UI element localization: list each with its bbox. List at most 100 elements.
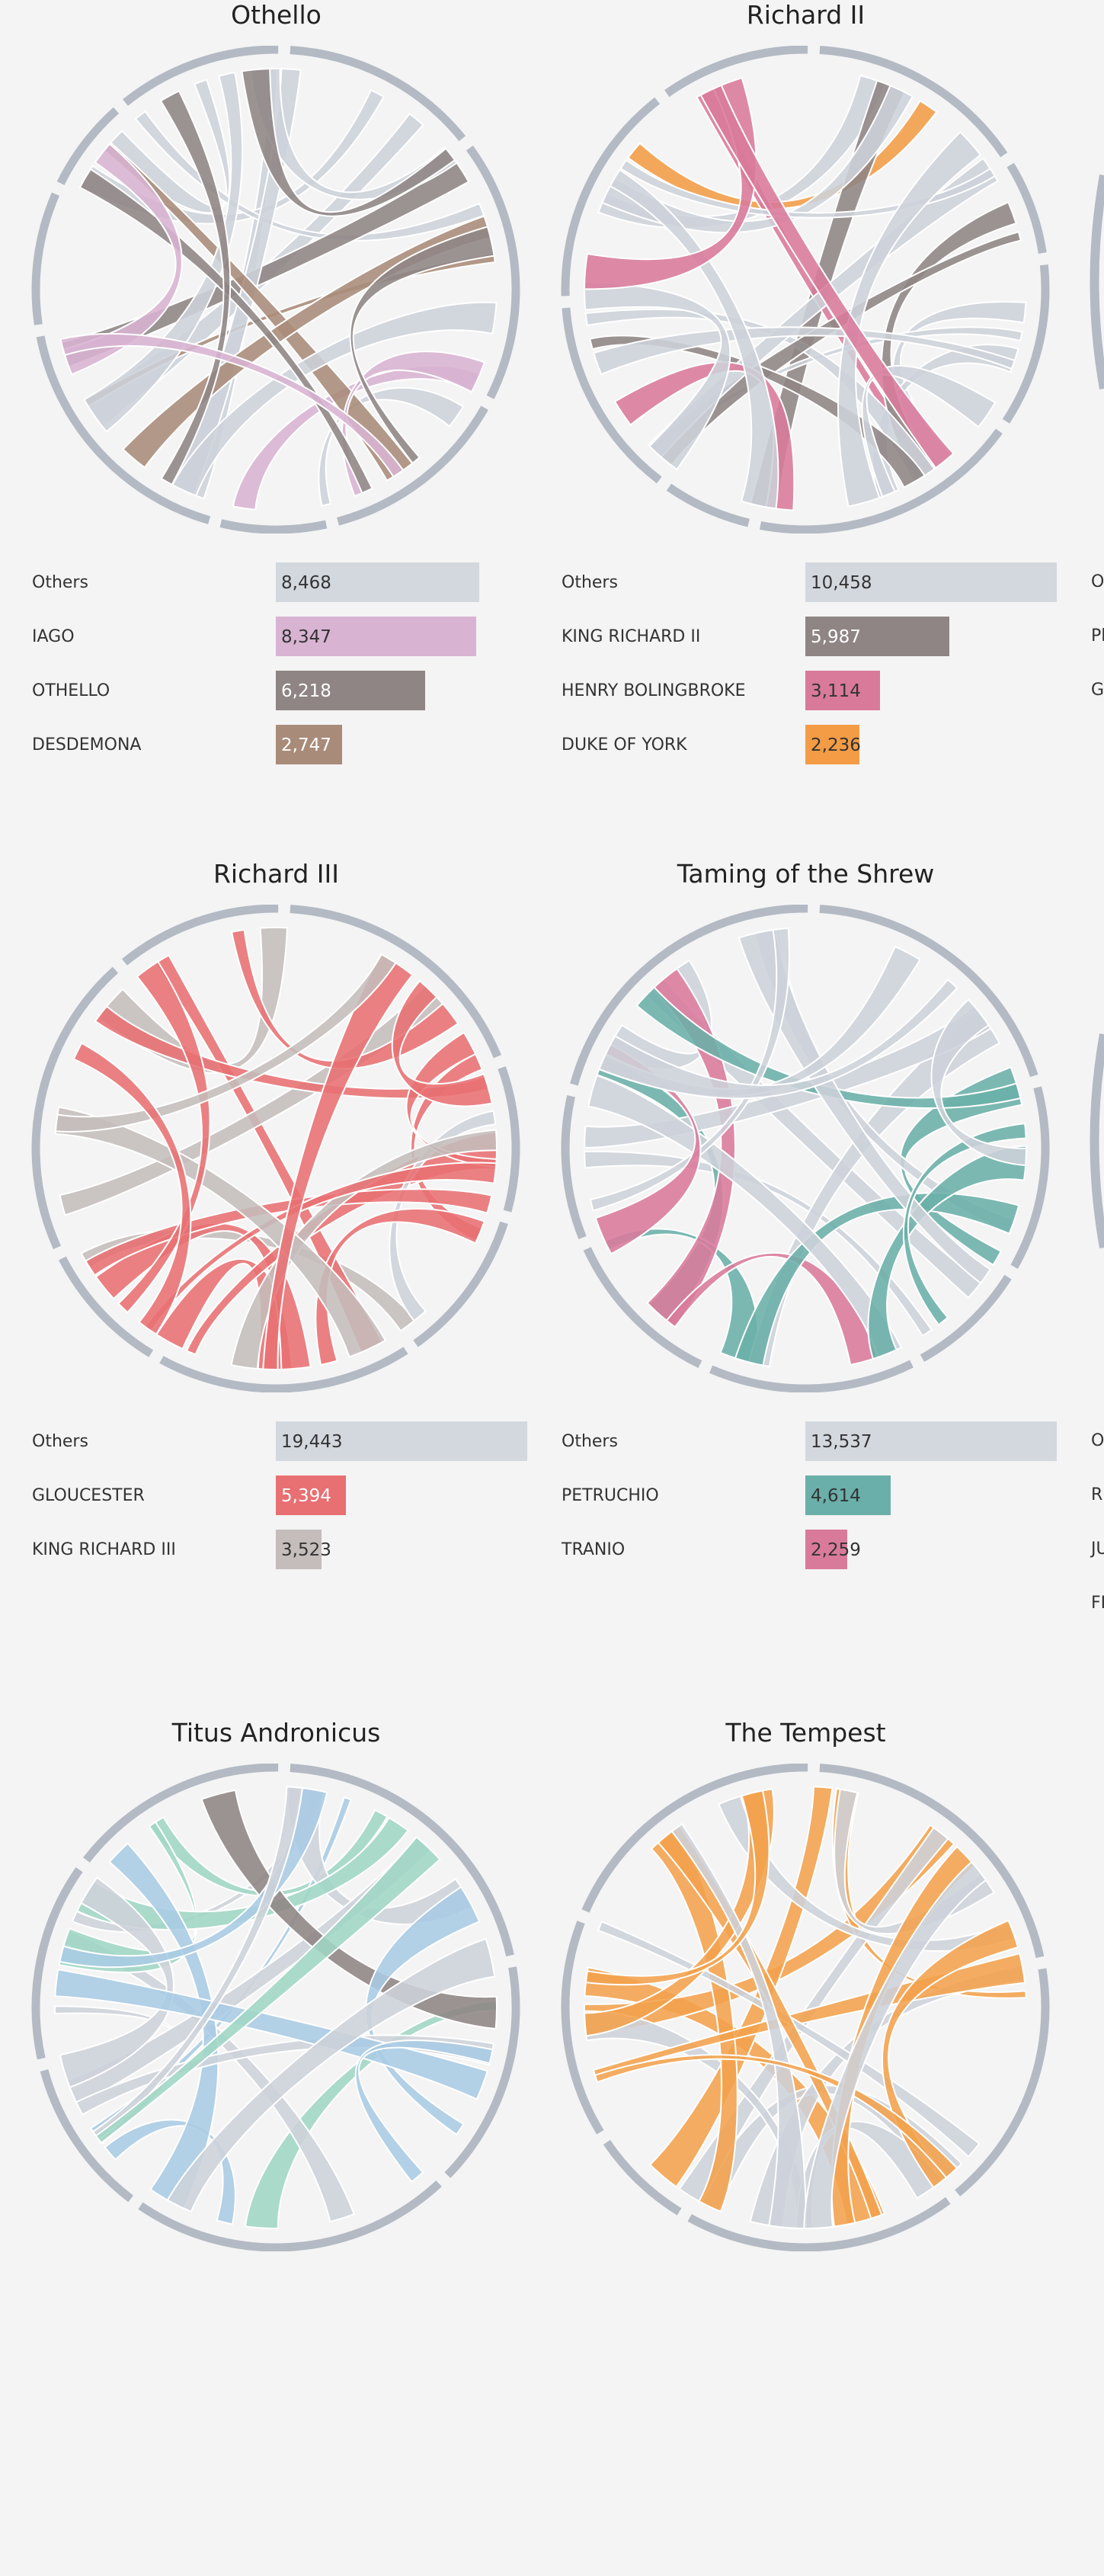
outer-arc-segment [570, 905, 808, 1086]
outer-arc-segment [36, 335, 211, 524]
chord-ribbon [117, 960, 211, 1314]
bar [805, 1475, 891, 1515]
edge-label: O [1091, 1431, 1104, 1450]
bar [805, 725, 859, 764]
panel-the-tempest: The Tempest [530, 1718, 1082, 2576]
chord-diagram [31, 1764, 520, 2251]
bar-value-label: 2,747 [281, 735, 331, 755]
bar-row: DESDEMONA 2,747 [32, 725, 535, 766]
bar-value-label: 8,347 [281, 627, 331, 647]
bar-label: Others [562, 573, 618, 592]
bar-value-label: 13,537 [811, 1432, 872, 1452]
outer-arc-segment [290, 1764, 514, 1956]
outer-arc-segment [1010, 1086, 1050, 1269]
bar-value-label: 19,443 [281, 1432, 343, 1452]
outer-arc-segment [1006, 162, 1047, 254]
chart-title: Richard III [213, 859, 339, 889]
panel-taming-of-the-shrew: Taming of the Shrew Others 13,537 PETRUCHI… [530, 859, 1082, 1717]
chord-ribbon [62, 143, 183, 376]
edge-chord-arc [1090, 1033, 1104, 1249]
bar [276, 1530, 322, 1569]
chord-ribbon [315, 1208, 486, 1366]
chord-ribbon [249, 68, 458, 200]
bar-value-label: 8,468 [281, 573, 331, 593]
bar-label: DESDEMONA [32, 735, 142, 755]
outer-arc-segment [413, 1221, 508, 1347]
outer-arc-segment [337, 405, 488, 526]
bar-label: Others [562, 1432, 618, 1451]
chord-ribbon [734, 1192, 1020, 1366]
panel-richard-ii: Richard II Others 10,458 KING RICHARD II 5,… [530, 0, 1082, 858]
chord-ribbon [59, 1876, 174, 2089]
chord-ribbon [262, 953, 414, 1370]
bar-label: HENRY BOLINGBROKE [562, 681, 746, 700]
chord-ribbon [82, 71, 243, 433]
chord-ribbon [589, 927, 790, 1212]
chord-ribbon [159, 89, 232, 486]
bar [276, 562, 480, 602]
chord-ribbon [598, 978, 958, 1100]
bar [276, 617, 477, 656]
bar [805, 1530, 848, 1569]
chord-ribbon [349, 226, 495, 465]
bar-row: TRANIO 2,259 [562, 1530, 1064, 1571]
edge-label: O [1091, 572, 1104, 591]
bar-value-label: 2,236 [811, 735, 861, 755]
outer-arc-segment [561, 97, 661, 296]
chart-title: Othello [231, 0, 322, 30]
outer-arc-segment [290, 905, 502, 1059]
bar [805, 562, 1057, 602]
chord-ribbon [78, 168, 373, 495]
chord-ribbon [619, 159, 997, 219]
chord-ribbon [930, 998, 1028, 1167]
bar-value-label: 6,218 [281, 681, 331, 701]
panel-titus-andronicus: Titus Andronicus [0, 1718, 552, 2576]
bar-value-label: 5,394 [281, 1486, 331, 1506]
edge-label: G [1091, 681, 1104, 700]
bar-row: Others 8,468 [32, 562, 535, 604]
bar-label: IAGO [32, 627, 75, 646]
bar-row: Others 10,458 [562, 562, 1064, 604]
chord-ribbon [72, 1042, 192, 1336]
chart-title: Taming of the Shrew [677, 859, 935, 889]
bar [276, 725, 342, 764]
bar-label: DUKE OF YORK [562, 735, 687, 755]
bar-label: Others [32, 573, 88, 592]
bar-row: Others 13,537 [562, 1421, 1064, 1463]
bar-row: KING RICHARD III 3,523 [32, 1530, 535, 1571]
chord-ribbon [837, 130, 982, 508]
outer-arc-segment [159, 1347, 408, 1392]
bar-label: KING RICHARD II [562, 627, 701, 646]
outer-arc-segment [581, 1764, 808, 1913]
chord-ribbon [391, 979, 494, 1107]
bar-row: HENRY BOLINGBROKE 3,114 [562, 671, 1064, 712]
outer-arc-segment [31, 1867, 83, 2060]
chord-ribbon [101, 78, 231, 214]
chord-ribbon [665, 1251, 878, 1366]
bar [276, 1421, 527, 1461]
bar-row: KING RICHARD II 5,987 [562, 617, 1064, 658]
chart-title: Richard II [746, 0, 866, 30]
outer-arc-segment [58, 1256, 154, 1357]
outer-arc-segment [583, 1247, 702, 1369]
edge-chord-arc [1090, 174, 1104, 390]
bar-row: DUKE OF YORK 2,236 [562, 725, 1064, 766]
bar [805, 617, 949, 656]
chord-ribbon [405, 1031, 498, 1168]
bar [805, 1421, 1057, 1461]
chord-diagram [31, 905, 520, 1392]
outer-arc-segment [955, 1968, 1050, 2196]
bar-value-label: 4,614 [811, 1486, 861, 1506]
chord-ribbon [59, 333, 405, 478]
outer-arc-segment [561, 1095, 587, 1239]
chord-ribbon [584, 1789, 770, 1986]
bar-value-label: 3,114 [811, 681, 861, 701]
outer-arc-segment [498, 1066, 520, 1213]
outer-arc-segment [83, 1764, 279, 1863]
chord-ribbon [54, 953, 397, 1133]
chord-ribbon [609, 168, 779, 510]
chart-title: The Tempest [725, 1718, 886, 1748]
bar [276, 1475, 346, 1515]
outer-arc-segment [562, 307, 662, 484]
edge-label: JU [1091, 1540, 1104, 1559]
